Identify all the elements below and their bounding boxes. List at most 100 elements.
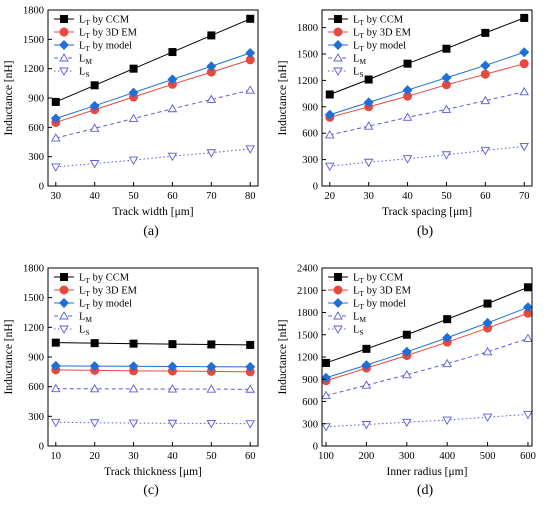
data-point — [363, 121, 374, 130]
y-tick-label: 300 — [302, 419, 318, 430]
data-point — [362, 344, 371, 353]
x-tick-label: 400 — [439, 451, 455, 462]
data-point — [128, 113, 139, 122]
data-point — [321, 423, 331, 432]
panel-b: 0 300 600 900 1200 1500 1800 20 30 40 50 60 70 Track … — [277, 9, 533, 239]
data-point — [89, 160, 100, 169]
data-point — [51, 338, 60, 347]
data-point — [523, 308, 533, 318]
legend-entry: LM — [353, 54, 366, 67]
x-axis-title: Track spacing [μm] — [382, 206, 472, 218]
series-line-0 — [55, 18, 251, 103]
data-point — [51, 418, 61, 428]
data-point — [480, 69, 490, 79]
data-point — [402, 85, 413, 96]
x-tick-label: 200 — [359, 451, 375, 462]
data-point — [167, 361, 178, 372]
x-tick-label: 40 — [89, 191, 100, 202]
series-line-0 — [55, 342, 251, 346]
data-point — [90, 81, 99, 90]
data-point — [403, 59, 412, 68]
data-point — [482, 346, 493, 356]
x-tick-label: 40 — [402, 191, 413, 202]
data-point — [128, 156, 139, 165]
data-point — [245, 420, 255, 429]
legend-entry: LT by model — [353, 41, 406, 54]
data-point — [523, 333, 533, 342]
data-point — [206, 94, 217, 103]
y-tick-label: 600 — [302, 129, 318, 140]
legend-marker — [333, 67, 343, 76]
series-line-2 — [329, 51, 525, 116]
data-point — [523, 411, 533, 420]
y-axis-title: Inductance [nH] — [277, 60, 289, 135]
data-point — [325, 162, 335, 172]
data-point — [482, 413, 493, 422]
data-point — [480, 146, 491, 156]
data-point — [441, 104, 452, 113]
y-tick-label: 1200 — [23, 64, 44, 75]
data-point — [363, 97, 374, 108]
series-line-1 — [55, 369, 251, 373]
y-tick-label: 0 — [39, 442, 44, 453]
panel-c: 0 300 600 900 1200 1500 1800 10 20 30 40 50 60 Track … — [3, 264, 259, 498]
data-point — [443, 315, 452, 324]
data-point — [128, 361, 139, 372]
data-point — [51, 163, 61, 172]
data-point — [363, 158, 374, 168]
y-tick-label: 900 — [302, 102, 318, 113]
x-tick-label: 30 — [51, 191, 62, 202]
data-point — [441, 80, 451, 90]
x-tick-label: 50 — [128, 191, 139, 202]
data-point — [321, 372, 332, 383]
data-point — [89, 419, 100, 428]
data-point — [402, 369, 412, 379]
data-point — [480, 60, 491, 71]
series-line-4 — [55, 148, 251, 168]
legend-entry: LS — [353, 67, 364, 80]
data-point — [321, 390, 331, 400]
y-tick-label: 900 — [302, 375, 318, 386]
data-point — [442, 358, 452, 368]
legend-marker — [59, 53, 69, 62]
y-axis-title: Inductance [nH] — [3, 60, 15, 135]
data-point — [519, 142, 529, 152]
y-tick-label: 300 — [28, 152, 44, 163]
y-tick-label: 1500 — [23, 35, 44, 46]
legend-marker — [334, 15, 342, 23]
data-point — [246, 340, 255, 349]
y-tick-label: 1200 — [23, 323, 44, 334]
data-point — [89, 361, 100, 372]
legend-entry: LM — [353, 312, 366, 325]
series-line-4 — [326, 413, 528, 428]
panel-label: (a) — [143, 224, 159, 239]
data-point — [364, 75, 373, 84]
data-point — [245, 55, 255, 65]
x-tick-label: 20 — [325, 191, 336, 202]
y-tick-label: 2400 — [297, 264, 318, 275]
legend-marker — [59, 285, 69, 295]
x-tick-label: 50 — [206, 451, 217, 462]
data-point — [168, 48, 177, 57]
panel-a: 0 300 600 900 1200 1500 1800 30 40 50 60 70 80 Track … — [3, 6, 259, 239]
series-line-3 — [55, 388, 251, 390]
series-line-4 — [55, 421, 251, 425]
data-point — [167, 384, 178, 393]
data-point — [441, 151, 452, 160]
legend-entry: LS — [79, 325, 90, 338]
panel-label: (c) — [143, 483, 159, 498]
x-axis-title: Inner radius [μm] — [387, 466, 468, 478]
data-point — [245, 145, 255, 154]
data-point — [441, 72, 452, 83]
x-tick-label: 10 — [51, 451, 62, 462]
data-point — [51, 97, 60, 106]
data-point — [482, 317, 493, 328]
y-axis-title: Inductance [nH] — [3, 319, 15, 394]
y-tick-label: 0 — [313, 182, 318, 193]
legend-entry: LT by CCM — [79, 273, 130, 286]
data-point — [519, 47, 530, 58]
y-tick-label: 1200 — [297, 353, 318, 364]
legend-marker — [333, 311, 343, 320]
